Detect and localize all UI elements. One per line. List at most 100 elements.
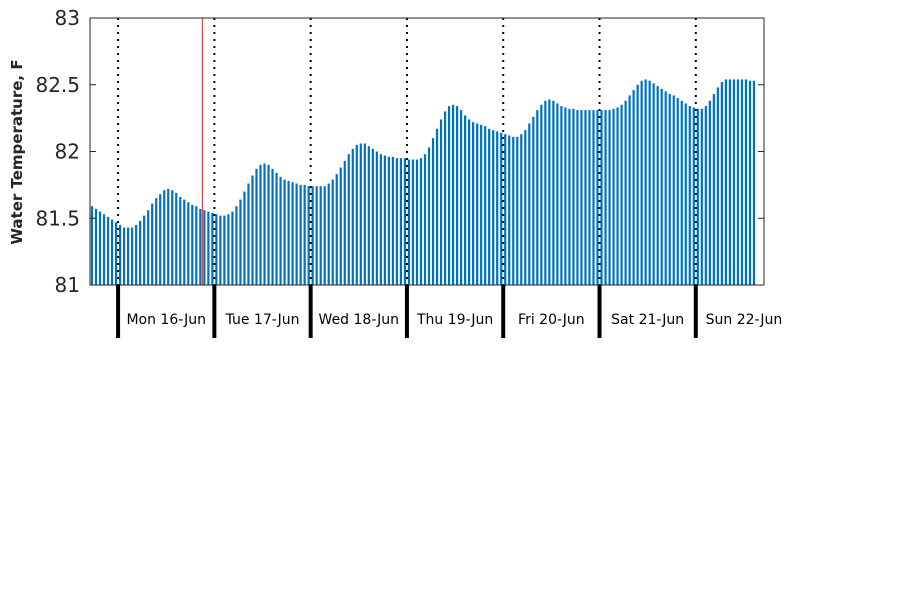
temperature-bar <box>532 116 535 285</box>
temperature-bar <box>536 110 539 285</box>
day-labels: Mon 16-Jun Tue 17-Jun Wed 18-Jun Thu 19-Jun… <box>126 312 782 328</box>
temperature-bar <box>443 111 447 285</box>
temperature-bar <box>488 128 491 285</box>
day-label: Wed 18-Jun <box>319 312 400 328</box>
temperature-bar <box>259 164 262 285</box>
y-tick-label: 82.5 <box>35 73 80 97</box>
temperature-bar <box>387 156 390 285</box>
temperature-bar <box>652 83 655 285</box>
temperature-bar <box>472 122 475 285</box>
temperature-bar <box>395 158 399 285</box>
temperature-bar <box>207 211 210 285</box>
temperature-bar <box>315 186 318 285</box>
temperature-bar <box>564 107 567 285</box>
temperature-bar <box>596 110 599 285</box>
temperature-bar <box>580 110 583 285</box>
temperature-bar <box>592 110 595 285</box>
temperature-bar <box>600 110 603 285</box>
temperature-bar <box>307 186 310 285</box>
temperature-bar <box>179 196 182 285</box>
temperature-bar <box>94 208 98 285</box>
temperature-bar <box>403 158 407 285</box>
temperature-bar <box>504 134 507 285</box>
temperature-bar <box>151 203 154 285</box>
temperature-bar <box>411 159 415 285</box>
temperature-bar <box>191 204 194 285</box>
temperature-bar <box>291 182 294 285</box>
temperature-bar <box>123 227 126 285</box>
temperature-bar <box>239 199 242 285</box>
temperature-bar <box>102 214 106 285</box>
temperature-bar <box>572 108 575 285</box>
temperature-bar <box>243 191 246 285</box>
temperature-bar <box>267 164 270 285</box>
temperature-bar <box>106 216 110 285</box>
temperature-bar <box>199 208 202 285</box>
temperature-bar <box>664 91 667 285</box>
temperature-bar <box>636 84 639 285</box>
temperature-bar <box>672 95 675 286</box>
temperature-bar <box>524 130 527 285</box>
temperature-bar <box>612 108 615 285</box>
temperature-bar <box>379 154 382 285</box>
temperature-bar <box>295 183 298 285</box>
temperature-bar <box>628 95 631 286</box>
day-separator-dotted-lines <box>117 18 697 285</box>
day-boundary-ticks <box>116 285 698 338</box>
temperature-bar <box>223 215 226 285</box>
temperature-bar <box>367 146 370 285</box>
y-tick-label: 82 <box>55 140 80 164</box>
temperature-bar <box>203 210 206 285</box>
temperature-bar <box>427 147 431 285</box>
temperature-bar <box>335 174 338 285</box>
temperature-bar <box>118 224 122 285</box>
temperature-bar <box>187 202 190 285</box>
temperature-bar <box>484 126 487 285</box>
temperature-bar <box>492 130 495 285</box>
temperature-bar <box>752 80 756 286</box>
temperature-bar <box>704 106 707 285</box>
temperature-bar <box>740 79 744 285</box>
temperature-bar <box>464 115 467 286</box>
temperature-bar <box>303 184 306 286</box>
temperature-bar <box>604 110 607 285</box>
temperature-bar <box>544 100 547 286</box>
temperature-bar <box>327 183 330 285</box>
temperature-bar <box>644 79 647 285</box>
temperature-bar <box>283 179 286 285</box>
temperature-bar <box>359 143 362 285</box>
temperature-bar <box>235 206 238 285</box>
temperature-bar <box>552 100 555 286</box>
day-label: Fri 20-Jun <box>518 312 585 328</box>
y-axis-label: Water Temperature, F <box>8 59 26 244</box>
temperature-bar <box>247 183 250 285</box>
temperature-bar <box>355 144 358 285</box>
temperature-bar <box>439 119 443 286</box>
temperature-bar <box>311 186 314 285</box>
temperature-bar <box>171 190 174 285</box>
temperature-bar <box>576 110 579 285</box>
temperature-bar <box>383 155 386 285</box>
bars-layer <box>90 79 756 286</box>
temperature-bar <box>732 79 736 285</box>
temperature-bar <box>560 106 563 285</box>
temperature-bar <box>271 168 274 285</box>
temperature-bar <box>516 136 519 285</box>
temperature-bar <box>183 199 186 285</box>
temperature-bar <box>231 211 234 285</box>
temperature-bar <box>688 106 691 285</box>
temperature-bar <box>468 119 471 286</box>
temperature-bar <box>455 106 459 285</box>
temperature-bar <box>528 123 531 285</box>
temperature-bar <box>331 179 334 285</box>
temperature-bar <box>496 131 499 285</box>
temperature-bar <box>632 90 635 285</box>
temperature-bar <box>98 211 102 285</box>
temperature-bar <box>624 100 627 286</box>
temperature-bar <box>692 107 695 285</box>
temperature-bar <box>616 107 619 285</box>
temperature-bar <box>500 132 503 285</box>
temperature-bar <box>708 100 711 286</box>
